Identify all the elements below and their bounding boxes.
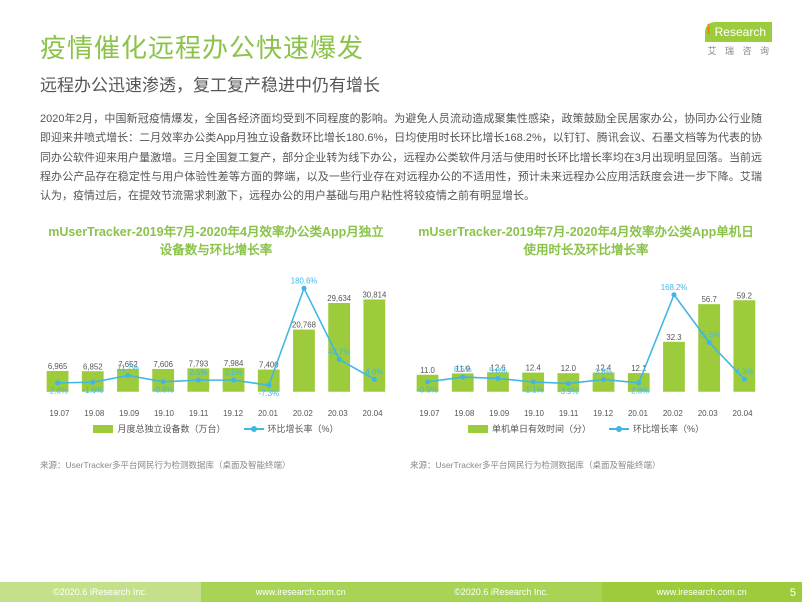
svg-text:5.8%: 5.8% [489,367,507,376]
svg-text:-2.8%: -2.8% [629,387,649,396]
legend-bar-label: 单机单日有效时间（分） [492,422,591,435]
svg-text:11.0: 11.0 [420,366,435,375]
body-paragraph: 2020年2月，中国新冠疫情爆发，全国各经济面均受到不同程度的影响。为避免人员流… [40,110,762,206]
svg-text:12.0: 12.0 [561,364,577,373]
logo-subtext: 艾 瑞 咨 询 [705,44,772,57]
svg-text:-1.1%: -1.1% [523,386,543,395]
footer-copyright-right: ©2020.6 iResearch Inc. [454,587,548,597]
footer-copyright-left: ©2020.6 iResearch Inc. [53,587,147,597]
svg-text:2.5%: 2.5% [225,368,243,377]
chart-left-svg: 6,9656,8527,6527,6067,7937,9847,40020,76… [40,267,392,407]
svg-text:7,984: 7,984 [224,359,244,368]
logo-text: Research [715,25,766,39]
legend-line-label: 环比增长率（%） [268,422,339,435]
chart-right-title: mUserTracker-2019年7月-2020年4月效率办公类App单机日使… [410,224,762,259]
svg-text:3.8%: 3.8% [595,368,613,377]
page-number: 5 [790,587,796,599]
footer: ©2020.6 iResearch Inc. www.iresearch.com… [0,582,802,602]
page-title: 疫情催化远程办公快速爆发 [40,28,762,65]
svg-text:-3.9%: -3.9% [558,387,578,396]
legend-bar-label: 月度总独立设备数（万台） [117,422,225,435]
chart-right-source: 来源：UserTracker多平台网民行为检测数据库（桌面及智能终端） [410,459,762,471]
chart-right-legend: 单机单日有效时间（分） 环比增长率（%） [410,422,762,435]
svg-text:4.3%: 4.3% [735,368,753,377]
svg-text:75.5%: 75.5% [698,331,720,340]
svg-text:-7.3%: -7.3% [259,389,279,398]
svg-text:-1.6%: -1.6% [83,386,103,395]
svg-text:8.5%: 8.5% [454,365,472,374]
svg-text:180.6%: 180.6% [291,277,318,286]
page-subtitle: 远程办公迅速渗透，复工复产稳进中仍有增长 [40,71,762,96]
footer-url-right: www.iresearch.com.cn [657,587,747,597]
footer-url-center: www.iresearch.com.cn [256,587,346,597]
svg-text:30,814: 30,814 [362,291,387,300]
legend-line-label: 环比增长率（%） [633,422,704,435]
svg-text:7,793: 7,793 [189,360,209,369]
svg-text:-0.6%: -0.6% [153,386,173,395]
chart-right-svg: 11.011.912.612.412.012.412.132.356.759.2… [410,267,762,407]
svg-text:7,606: 7,606 [153,360,173,369]
svg-text:32.3: 32.3 [666,333,681,342]
svg-text:11.7%: 11.7% [117,364,139,373]
chart-left-source: 来源：UserTracker多平台网民行为检测数据库（桌面及智能终端） [40,459,392,471]
svg-text:-2.8%: -2.8% [47,387,67,396]
svg-text:6,852: 6,852 [83,363,103,372]
svg-text:2.5%: 2.5% [189,368,207,377]
svg-text:6,965: 6,965 [48,362,68,371]
logo: iResearch 艾 瑞 咨 询 [705,22,772,57]
charts-row: mUserTracker-2019年7月-2020年4月效率办公类App月独立设… [40,224,762,471]
svg-text:56.7: 56.7 [702,295,717,304]
chart-left-legend: 月度总独立设备数（万台） 环比增长率（%） [40,422,392,435]
svg-text:29,634: 29,634 [327,294,352,303]
chart-right: mUserTracker-2019年7月-2020年4月效率办公类App单机日使… [410,224,762,471]
chart-right-xlabels: 19.0719.0819.0919.1019.1119.1220.0120.02… [410,407,762,418]
svg-text:59.2: 59.2 [737,292,752,301]
chart-left-title: mUserTracker-2019年7月-2020年4月效率办公类App月独立设… [40,224,392,259]
svg-text:4.0%: 4.0% [365,368,383,377]
svg-text:168.2%: 168.2% [661,283,688,292]
svg-text:12.4: 12.4 [526,364,542,373]
svg-text:42.7%: 42.7% [328,348,350,357]
chart-left: mUserTracker-2019年7月-2020年4月效率办公类App月独立设… [40,224,392,471]
svg-text:-0.9%: -0.9% [417,386,437,395]
svg-text:20,768: 20,768 [292,321,316,330]
chart-left-xlabels: 19.0719.0819.0919.1019.1119.1220.0120.02… [40,407,392,418]
